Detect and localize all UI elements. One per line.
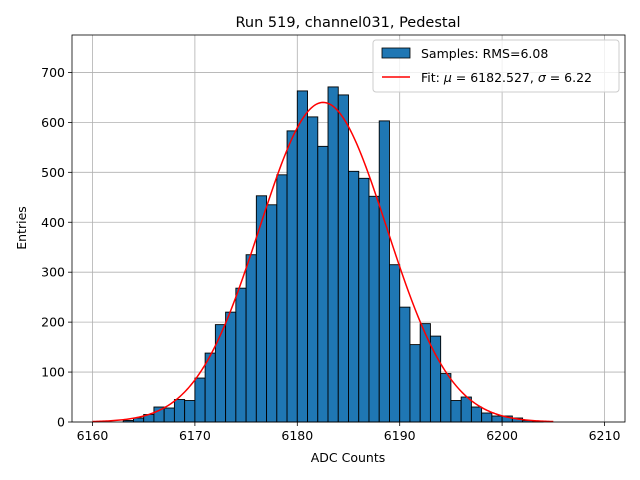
y-tick-label: 300 <box>41 265 65 280</box>
legend: Samples: RMS=6.08 Fit: μ = 6182.527, σ =… <box>372 39 620 93</box>
histogram-bar <box>327 86 339 423</box>
histogram-bar <box>255 195 268 423</box>
y-tick-label: 400 <box>41 215 65 230</box>
x-axis: 6160 6170 6180 6190 6200 6210 <box>77 422 621 443</box>
y-tick-label: 600 <box>41 115 65 130</box>
histogram-bar <box>235 287 247 423</box>
legend-label-fit: Fit: μ = 6182.527, σ = 6.22 <box>421 70 592 85</box>
histogram-bar <box>460 396 472 423</box>
x-tick-label: 6190 <box>384 428 416 443</box>
fit-prefix: Fit: <box>421 70 444 85</box>
histogram-bar <box>368 195 380 423</box>
histogram-bar <box>184 400 196 423</box>
y-tick-label: 0 <box>57 415 65 430</box>
chart-title: Run 519, channel031, Pedestal <box>235 15 460 31</box>
histogram-bar <box>419 323 431 423</box>
y-tick-label: 500 <box>41 165 65 180</box>
fit-curve <box>92 101 554 423</box>
y-tick-label: 100 <box>41 365 65 380</box>
histogram-bar <box>307 116 319 423</box>
x-tick-label: 6170 <box>179 428 211 443</box>
histogram-bar <box>245 254 257 423</box>
histogram-bar <box>389 264 401 423</box>
sigma-text: = 6.22 <box>546 70 592 85</box>
histogram-bar <box>214 324 227 423</box>
histogram-bar <box>399 306 411 423</box>
x-tick-label: 6210 <box>589 428 621 443</box>
histogram-bar <box>337 94 349 423</box>
histogram-bar <box>194 377 206 423</box>
histogram-bar <box>470 406 483 423</box>
plot-frame <box>71 34 626 423</box>
histogram-bar <box>378 120 390 423</box>
legend-swatch-samples <box>381 47 411 59</box>
histogram-bar <box>173 399 186 423</box>
mu-symbol: μ <box>443 70 452 85</box>
histogram-bar <box>481 412 493 423</box>
sigma-symbol: σ <box>538 70 547 85</box>
histogram-bar <box>409 344 421 423</box>
histogram-bar <box>358 177 370 423</box>
histogram-bar <box>440 373 452 423</box>
histogram-bar <box>225 311 237 423</box>
y-axis: 0 100 200 300 400 500 600 700 <box>41 65 72 430</box>
y-axis-label: Entries <box>14 206 29 250</box>
histogram-bar <box>348 170 360 423</box>
x-tick-label: 6180 <box>281 428 313 443</box>
x-tick-label: 6160 <box>77 428 109 443</box>
x-axis-label: ADC Counts <box>311 450 386 465</box>
y-tick-label: 700 <box>41 65 65 80</box>
legend-label-samples: Samples: RMS=6.08 <box>421 46 548 61</box>
histogram-bar <box>286 130 298 423</box>
mu-text: = 6182.527, <box>452 70 538 85</box>
legend-box <box>372 39 620 93</box>
histogram-bar <box>317 145 329 423</box>
histogram-bar <box>296 90 308 423</box>
histogram-bar <box>450 400 462 423</box>
histogram-bar <box>276 174 288 423</box>
x-tick-label: 6200 <box>486 428 518 443</box>
histogram-bar <box>266 204 278 423</box>
histogram-bar <box>163 407 175 423</box>
histogram-bars <box>122 86 544 423</box>
y-tick-label: 200 <box>41 315 65 330</box>
histogram-bar <box>491 415 503 423</box>
